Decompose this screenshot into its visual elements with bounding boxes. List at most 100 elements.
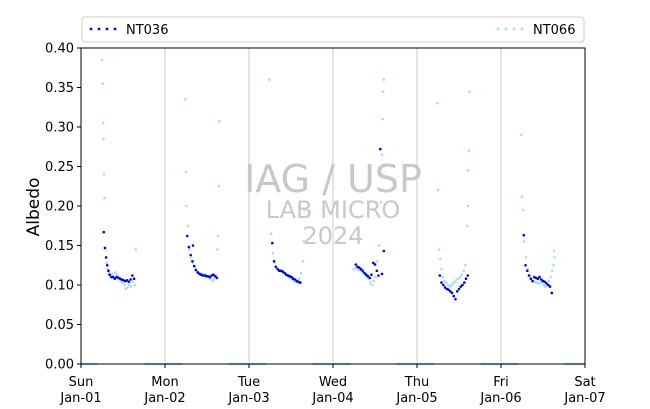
vertical-gridlines [164, 48, 502, 364]
data-point-nt066 [102, 137, 105, 141]
data-point-nt036 [106, 264, 109, 267]
data-point-nt066 [453, 280, 457, 284]
data-point-nt066 [523, 240, 526, 243]
data-point-nt066 [439, 257, 442, 261]
x-tick-date: Jan-01 [59, 391, 101, 406]
data-point-nt066 [553, 256, 556, 259]
data-point-nt066 [122, 283, 126, 287]
data-point-nt066 [101, 121, 105, 125]
data-point-nt036 [438, 274, 442, 277]
data-point-nt066 [190, 256, 193, 259]
data-point-nt036 [194, 268, 198, 272]
data-point-nt066 [100, 58, 104, 62]
x-tick-date: Jan-02 [143, 391, 185, 406]
x-tick-date: Jan-04 [311, 391, 353, 406]
data-point-nt036 [457, 287, 461, 291]
data-point-nt066 [551, 269, 554, 273]
x-tick-date: Jan-03 [227, 391, 269, 406]
y-tick-label: 0.20 [45, 200, 74, 215]
y-tick-label: 0.25 [45, 160, 74, 175]
data-point-nt036 [375, 269, 379, 273]
data-point-nt036 [108, 273, 111, 277]
x-tick-date: Jan-06 [479, 391, 521, 406]
data-point-nt036 [278, 269, 281, 273]
data-point-nt036 [548, 285, 552, 288]
data-point-nt066 [128, 283, 131, 287]
data-point-nt036 [464, 277, 468, 281]
legend-marker-nt066 [512, 27, 516, 31]
data-point-nt036 [283, 271, 286, 275]
data-point-nt066 [121, 281, 124, 284]
x-tick-date: Jan-07 [563, 391, 605, 406]
data-point-nt066 [216, 234, 220, 238]
data-point-nt036 [208, 275, 212, 279]
data-point-nt036 [379, 147, 382, 151]
data-point-nt036 [454, 297, 457, 301]
data-point-nt066 [521, 208, 525, 212]
data-point-nt036 [526, 269, 529, 273]
data-point-nt036 [131, 274, 134, 277]
data-point-nt066 [218, 120, 221, 123]
data-point-nt066 [465, 224, 469, 228]
data-point-nt036 [359, 267, 363, 271]
data-point-nt066 [457, 277, 460, 281]
legend-item-nt066: NT066 [496, 23, 575, 38]
y-axis-title: Albedo [24, 178, 44, 237]
data-point-nt066 [115, 273, 119, 277]
data-point-nt036 [373, 263, 377, 266]
data-point-nt066 [382, 78, 386, 81]
data-point-nt036 [276, 267, 279, 271]
y-tick-label: 0.00 [45, 358, 74, 373]
data-point-nt066 [102, 173, 106, 176]
data-point-nt066 [374, 275, 377, 279]
x-tick-day: Fri [493, 375, 509, 390]
data-point-nt036 [370, 273, 373, 277]
data-point-nt036 [361, 269, 365, 273]
data-point-nt066 [552, 249, 556, 253]
data-point-nt036 [212, 273, 215, 277]
data-point-nt066 [376, 260, 379, 263]
data-point-nt036 [281, 270, 285, 273]
data-point-nt036 [463, 281, 466, 284]
data-point-nt066 [268, 78, 271, 81]
data-point-nt036 [366, 275, 370, 278]
data-point-nt036 [205, 275, 208, 278]
data-point-nt036 [213, 275, 217, 278]
data-point-nt036 [132, 277, 136, 281]
data-point-nt036 [192, 264, 196, 268]
data-point-nt036 [452, 294, 456, 298]
y-tick-label: 0.15 [45, 239, 74, 254]
x-tick-date: Jan-05 [395, 391, 437, 406]
data-point-nt036 [196, 271, 199, 274]
data-point-nt036 [363, 271, 366, 275]
data-point-nt036 [547, 283, 550, 287]
data-point-nt066 [124, 287, 128, 291]
data-point-nt036 [102, 230, 106, 234]
y-tick-label: 0.30 [45, 121, 74, 136]
legend-frame [81, 16, 585, 43]
data-point-nt066 [369, 281, 372, 284]
data-point-nt066 [544, 285, 547, 288]
data-point-nt066 [212, 278, 216, 281]
x-tick-day: Tue [237, 375, 260, 390]
data-point-nt066 [105, 261, 108, 265]
legend-marker-nt036 [97, 27, 101, 31]
data-point-nt036 [215, 276, 219, 280]
data-point-nt066 [437, 248, 441, 251]
data-point-nt036 [550, 291, 554, 295]
watermark-line-2: LAB MICRO [266, 196, 401, 224]
data-point-nt036 [191, 260, 194, 263]
data-point-nt036 [543, 280, 547, 284]
data-point-nt036 [368, 276, 372, 280]
data-point-nt066 [110, 272, 114, 276]
data-point-nt036 [442, 283, 445, 287]
data-point-nt036 [456, 290, 459, 293]
data-point-nt036 [299, 281, 302, 284]
y-tick-label: 0.05 [45, 318, 74, 333]
data-point-nt066 [381, 117, 384, 121]
data-point-nt036 [187, 245, 191, 249]
legend-label-nt036: NT036 [126, 23, 168, 38]
data-point-nt066 [131, 280, 135, 284]
data-point-nt066 [188, 248, 191, 251]
